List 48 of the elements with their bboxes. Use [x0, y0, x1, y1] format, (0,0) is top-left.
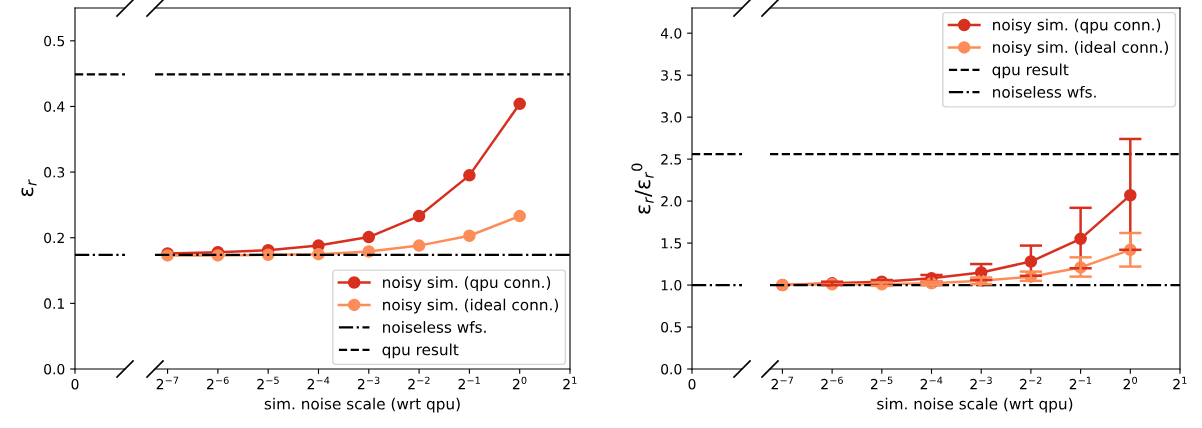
y-tick-label: 2.5 — [661, 154, 682, 165]
x-tick-label: 2$^{1}$ — [1173, 376, 1187, 390]
text: 0 — [631, 163, 643, 171]
y-tick-label: 0.1 — [44, 298, 64, 309]
y-tick-label: 0.5 — [661, 321, 682, 333]
x-tick-label: 2$^{−3}$ — [357, 376, 380, 390]
y-tick-label: 0.5 — [44, 35, 65, 47]
y-axis-title: ε$_{r}$ — [21, 179, 37, 197]
legend-label: noisy sim. (qpu conn.) — [993, 18, 1161, 34]
y-tick-label: 4.0 — [660, 28, 682, 39]
x-tick-label: 2$^{−5}$ — [257, 376, 279, 390]
x-tick-label: 2$^{−4}$ — [307, 376, 330, 390]
x-tick-label: 2$^{−1}$ — [1069, 376, 1092, 390]
legend-label: noiseless wfs. — [383, 321, 486, 333]
legend-label: noisy sim. (ideal conn.) — [993, 41, 1168, 56]
x-tick-label: 2$^{−6}$ — [207, 376, 229, 390]
legend-label: qpu result — [992, 63, 1069, 79]
y-tick-label: 3.5 — [661, 70, 682, 81]
y-tick-label: 3.0 — [661, 112, 682, 123]
x-tick-label: 2$^{0}$ — [1123, 376, 1138, 390]
x-tick-label: 2$^{0}$ — [512, 376, 527, 390]
x-axis-title: sim. noise scale (wrt qpu) — [877, 397, 1073, 413]
y-tick-label: 0.0 — [44, 363, 65, 375]
y-tick-label: 0.2 — [44, 232, 64, 244]
y-tick-label: 2.0 — [661, 196, 682, 207]
y-tick-label: 0.0 — [661, 363, 682, 375]
y-tick-label: 0.4 — [44, 101, 65, 112]
legend-label: noisy sim. (qpu conn.) — [383, 276, 551, 292]
y-tick-label: 1.0 — [661, 280, 682, 291]
legend-label: noisy sim. (ideal conn.) — [383, 298, 558, 314]
x-tick-label: 2$^{1}$ — [563, 376, 577, 390]
legend-label: noiseless wfs. — [993, 85, 1096, 98]
text: ε$_{r}$/ε$_{r}$ — [634, 171, 654, 214]
x-axis-title: sim. noise scale (wrt qpu) — [264, 397, 460, 413]
x-tick-label: 2$^{−6}$ — [821, 376, 843, 390]
x-tick-label: 2$^{−5}$ — [870, 376, 893, 390]
x-tick-label: 2$^{−7}$ — [156, 376, 179, 390]
x-tick-label: 2$^{−2}$ — [1020, 376, 1042, 390]
x-tick-label: 2$^{−1}$ — [458, 376, 480, 390]
x-tick-label: 2$^{−7}$ — [771, 376, 794, 390]
x-tick-label: 2$^{−4}$ — [920, 376, 943, 390]
x-tick-label: 2$^{−3}$ — [970, 376, 992, 390]
text: 0 — [71, 378, 79, 390]
legend-label: qpu result — [382, 343, 459, 359]
y-tick-label: 1.5 — [661, 238, 682, 249]
x-tick-label: 2$^{−2}$ — [408, 376, 430, 390]
y-tick-label: 0.3 — [44, 167, 65, 178]
text: 0 — [688, 378, 696, 390]
